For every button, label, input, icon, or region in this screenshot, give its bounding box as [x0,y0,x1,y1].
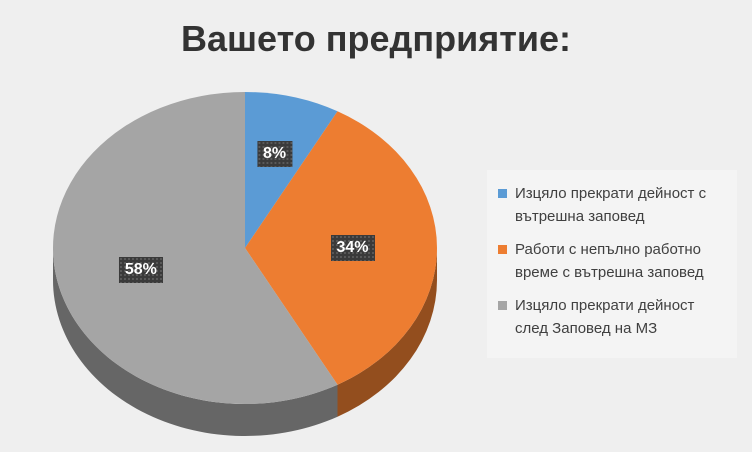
legend-label: Работи с непълно работно време с вътрешн… [515,241,704,281]
pie-slice-side [53,248,338,436]
legend-swatch [498,189,507,198]
pie-slice [245,92,338,248]
legend-label: Изцяло прекрати дейност след Заповед на … [515,297,695,337]
data-label: 8% [257,141,293,168]
legend-swatch [498,301,507,310]
chart-title: Вашето предприятие: [181,18,571,59]
pie-slice [52,92,338,404]
data-label: 34% [330,235,375,261]
legend-swatch [498,245,507,254]
legend: Изцяло прекрати дейност с вътрешна запов… [487,170,737,358]
data-label: 58% [118,256,163,283]
legend-label: Изцяло прекрати дейност с вътрешна запов… [515,185,707,225]
legend-item: Работи с непълно работно време с вътрешн… [487,238,729,284]
legend-item: Изцяло прекрати дейност с вътрешна запов… [487,182,729,228]
legend-item: Изцяло прекрати дейност след Заповед на … [487,294,729,340]
pie-slice-side [337,248,437,417]
